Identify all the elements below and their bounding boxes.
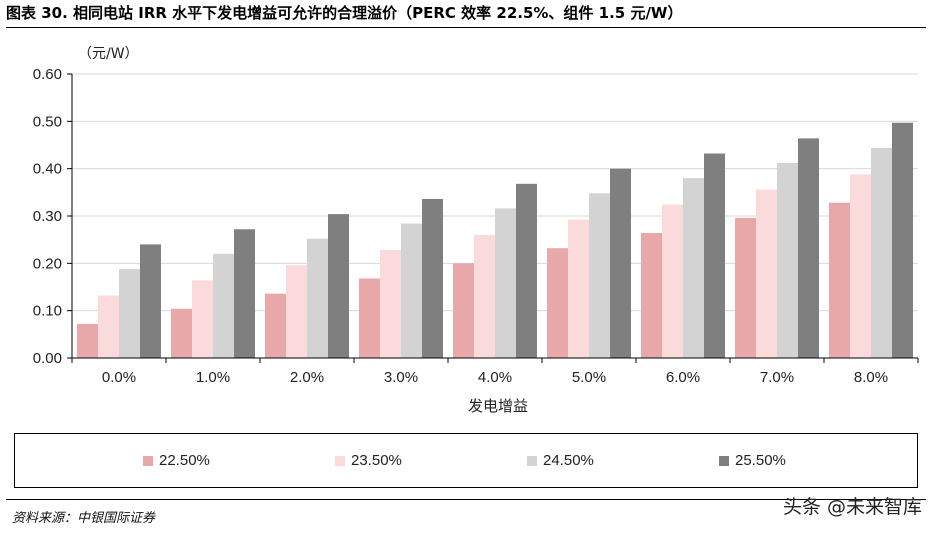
y-axis-unit-label: （元/W） bbox=[78, 46, 139, 62]
bar-23.50pct-8.0pct bbox=[850, 174, 871, 358]
bar-25.50pct-7.0pct bbox=[798, 138, 819, 358]
x-tick-label: 1.0% bbox=[196, 369, 230, 386]
legend-item: 25.50% bbox=[719, 452, 786, 469]
bar-23.50pct-3.0pct bbox=[380, 250, 401, 358]
legend-swatch bbox=[527, 455, 537, 466]
bar-22.50pct-8.0pct bbox=[829, 202, 850, 358]
bar-22.50pct-7.0pct bbox=[735, 217, 756, 358]
x-tick-label: 6.0% bbox=[666, 369, 700, 386]
bar-23.50pct-4.0pct bbox=[474, 234, 495, 358]
y-tick-label: 0.60 bbox=[33, 66, 62, 83]
legend-swatch bbox=[143, 455, 153, 466]
bar-25.50pct-2.0pct bbox=[328, 214, 349, 358]
bar-25.50pct-5.0pct bbox=[610, 168, 631, 358]
bar-22.50pct-2.0pct bbox=[265, 293, 286, 358]
y-tick-label: 0.30 bbox=[33, 208, 62, 225]
x-axis-label: 发电增益 bbox=[468, 397, 528, 415]
x-tick-label: 5.0% bbox=[572, 369, 606, 386]
y-tick-label: 0.10 bbox=[33, 303, 62, 320]
bar-25.50pct-0.0pct bbox=[140, 244, 161, 358]
bar-24.50pct-2.0pct bbox=[307, 238, 328, 358]
legend-swatch bbox=[719, 455, 729, 466]
bars bbox=[77, 122, 913, 359]
y-tick-label: 0.20 bbox=[33, 255, 62, 272]
bar-22.50pct-6.0pct bbox=[641, 233, 662, 358]
title-rule bbox=[6, 27, 926, 28]
bar-24.50pct-4.0pct bbox=[495, 208, 516, 358]
bar-24.50pct-7.0pct bbox=[777, 162, 798, 358]
x-tick-label: 3.0% bbox=[384, 369, 418, 386]
bar-25.50pct-6.0pct bbox=[704, 153, 725, 358]
bar-22.50pct-0.0pct bbox=[77, 323, 98, 358]
bar-23.50pct-2.0pct bbox=[286, 265, 307, 358]
bottom-rule bbox=[6, 499, 926, 500]
legend-label: 22.50% bbox=[159, 452, 210, 469]
bar-22.50pct-3.0pct bbox=[359, 278, 380, 358]
bar-23.50pct-5.0pct bbox=[568, 219, 589, 358]
bar-24.50pct-3.0pct bbox=[401, 223, 422, 358]
y-tick-label: 0.50 bbox=[33, 113, 62, 130]
source-note: 资料来源：中银国际证券 bbox=[12, 511, 156, 526]
bar-25.50pct-8.0pct bbox=[892, 122, 913, 359]
bar-23.50pct-0.0pct bbox=[98, 295, 119, 358]
watermark: 头条 @未来智库 bbox=[782, 496, 922, 518]
bar-24.50pct-0.0pct bbox=[119, 269, 140, 358]
figure-title: 图表 30. 相同电站 IRR 水平下发电增益可允许的合理溢价（PERC 效率 … bbox=[6, 4, 683, 22]
bar-22.50pct-1.0pct bbox=[171, 308, 192, 358]
bar-22.50pct-4.0pct bbox=[453, 263, 474, 358]
bar-25.50pct-3.0pct bbox=[422, 198, 443, 358]
bar-22.50pct-5.0pct bbox=[547, 248, 568, 358]
y-tick-label: 0.00 bbox=[33, 350, 62, 367]
bar-23.50pct-1.0pct bbox=[192, 280, 213, 358]
legend-item: 22.50% bbox=[143, 452, 210, 469]
legend: 22.50% 23.50% 24.50% 25.50% bbox=[14, 433, 918, 488]
x-tick-label: 4.0% bbox=[478, 369, 512, 386]
legend-item: 23.50% bbox=[335, 452, 402, 469]
x-tick-label: 7.0% bbox=[760, 369, 794, 386]
legend-label: 24.50% bbox=[543, 452, 594, 469]
legend-item: 24.50% bbox=[527, 452, 594, 469]
legend-label: 23.50% bbox=[351, 452, 402, 469]
bar-24.50pct-1.0pct bbox=[213, 253, 234, 358]
bar-23.50pct-6.0pct bbox=[662, 204, 683, 358]
bar-25.50pct-4.0pct bbox=[516, 183, 537, 358]
bar-25.50pct-1.0pct bbox=[234, 229, 255, 358]
legend-swatch bbox=[335, 455, 345, 466]
axes: 0.00 0.10 0.20 0.30 0.40 0.50 0.60 0.0% 1.0% 2.0%… bbox=[33, 66, 919, 386]
bar-chart: 0.00 0.10 0.20 0.30 0.40 0.50 0.60 0.0% 1.0% 2.0%… bbox=[33, 46, 919, 415]
legend-label: 25.50% bbox=[735, 452, 786, 469]
y-tick-label: 0.40 bbox=[33, 161, 62, 178]
bar-24.50pct-8.0pct bbox=[871, 147, 892, 358]
x-tick-label: 0.0% bbox=[102, 369, 136, 386]
bar-24.50pct-6.0pct bbox=[683, 178, 704, 358]
x-tick-label: 2.0% bbox=[290, 369, 324, 386]
bar-24.50pct-5.0pct bbox=[589, 193, 610, 358]
x-tick-label: 8.0% bbox=[854, 369, 888, 386]
bar-23.50pct-7.0pct bbox=[756, 189, 777, 358]
